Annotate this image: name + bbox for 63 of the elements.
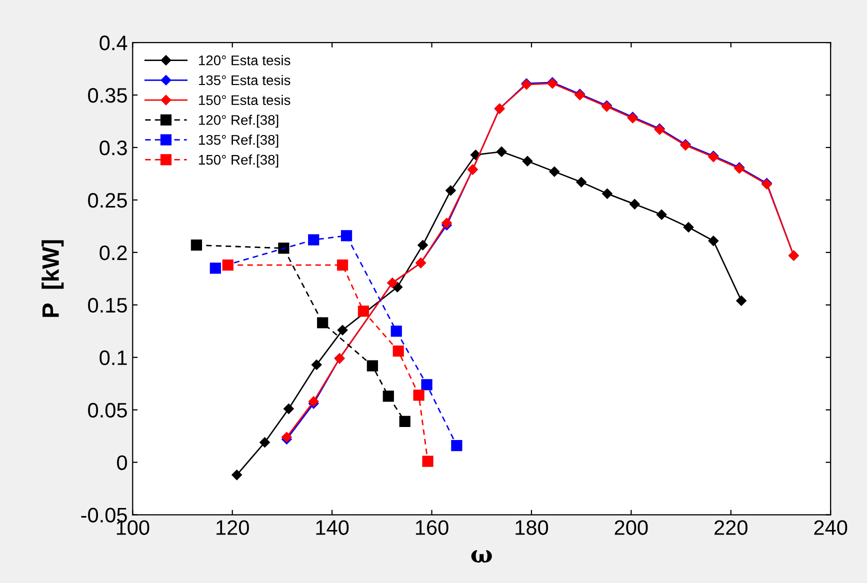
- legend-label: 120° Ref.[38]: [198, 114, 278, 128]
- legend-label: 150° Esta tesis: [198, 94, 290, 106]
- x-tick-label: 200: [614, 520, 648, 535]
- point: [232, 470, 242, 480]
- point: [337, 324, 348, 336]
- y-tick-label: 0.05: [88, 402, 127, 418]
- point: [602, 188, 612, 199]
- point: [549, 166, 560, 177]
- point: [260, 437, 270, 448]
- y-tick-label: 0.4: [100, 36, 128, 50]
- point: [418, 240, 428, 250]
- point: [708, 236, 719, 246]
- point: [190, 240, 202, 251]
- x-tick-label: 140: [316, 520, 349, 535]
- x-tick-label: 160: [416, 520, 448, 535]
- x-tick-label: 220: [714, 520, 748, 535]
- point: [308, 234, 320, 246]
- point: [470, 150, 481, 160]
- point: [413, 390, 424, 401]
- x-tick-label: 240: [814, 520, 848, 535]
- legend-label: 135° Ref.[38]: [198, 134, 278, 148]
- point: [522, 156, 533, 166]
- point: [366, 360, 378, 372]
- point: [317, 317, 328, 328]
- x-tick-label: 120: [216, 520, 249, 535]
- y-tick-label: -0.05: [81, 508, 127, 523]
- y-tick-label: 0.15: [88, 298, 127, 313]
- point: [630, 199, 640, 210]
- point: [496, 146, 507, 157]
- y-axis-title: P [kW]: [42, 240, 64, 317]
- legend-label: 135° Esta tesis: [198, 74, 290, 86]
- point: [390, 326, 402, 337]
- point: [222, 259, 234, 271]
- x-tick-label: 100: [116, 520, 150, 535]
- point: [278, 242, 290, 254]
- x-tick-label: 180: [516, 520, 548, 535]
- point: [399, 416, 410, 427]
- point: [340, 230, 352, 242]
- point: [311, 360, 322, 370]
- point: [442, 218, 452, 228]
- point: [392, 346, 404, 357]
- y-tick-label: 0.35: [88, 88, 127, 103]
- point: [358, 306, 370, 317]
- point: [576, 177, 586, 188]
- x-axis-title: ω: [471, 550, 492, 563]
- point: [336, 259, 348, 271]
- legend-label: 120° Esta tesis: [198, 55, 290, 66]
- y-tick-label: 0.3: [100, 140, 127, 156]
- y-tick-label: 0.1: [100, 350, 127, 366]
- point: [284, 404, 294, 414]
- point: [451, 440, 462, 452]
- point: [382, 390, 394, 402]
- y-tick-label: 0.25: [88, 192, 127, 208]
- point: [210, 262, 221, 274]
- point: [736, 296, 746, 306]
- point: [683, 222, 694, 232]
- point: [422, 456, 434, 467]
- y-tick-label: 0.2: [100, 245, 127, 260]
- point: [656, 210, 667, 220]
- point: [421, 379, 432, 390]
- legend-label: 150° Ref.[38]: [198, 154, 278, 168]
- y-tick-label: 0: [117, 455, 127, 470]
- point: [446, 185, 456, 196]
